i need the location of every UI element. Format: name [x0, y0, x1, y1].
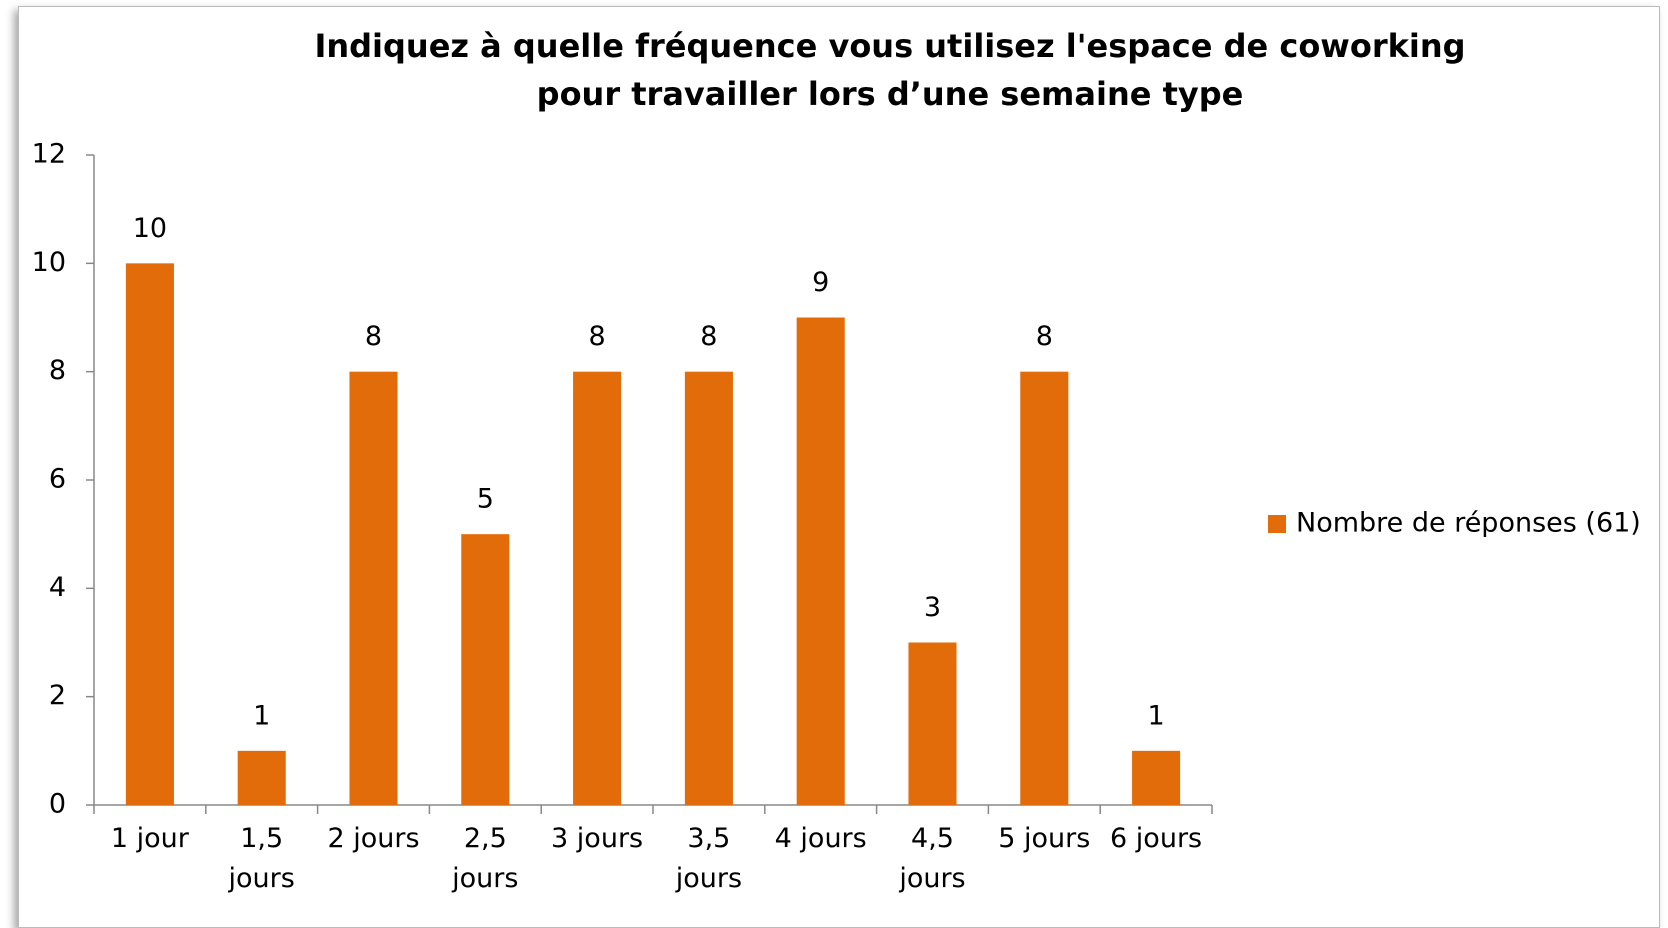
- data-label: 1: [1148, 700, 1165, 731]
- bar: [349, 371, 398, 805]
- x-tick-label: 6 jours: [1110, 823, 1203, 854]
- y-tick-label: 4: [49, 572, 66, 603]
- x-tick-label: 3,5 jours: [675, 823, 743, 894]
- bar: [684, 371, 733, 805]
- bar: [573, 371, 622, 805]
- data-label: 3: [924, 592, 941, 623]
- data-label: 8: [589, 321, 606, 352]
- legend-label: Nombre de réponses (61): [1296, 508, 1641, 539]
- y-tick-label: 6: [49, 464, 66, 495]
- bar: [125, 263, 174, 805]
- data-label: 1: [253, 700, 270, 731]
- data-label: 8: [1036, 321, 1053, 352]
- x-tick-label: 4 jours: [774, 823, 867, 854]
- bar: [461, 534, 510, 805]
- bar: [237, 750, 286, 805]
- x-tick-label: 1 jour: [110, 823, 189, 854]
- legend-swatch: [1268, 515, 1286, 533]
- data-label: 8: [700, 321, 717, 352]
- x-tick-label: 5 jours: [998, 823, 1091, 854]
- data-label: 9: [812, 267, 829, 298]
- bar: [1020, 371, 1069, 805]
- data-label: 5: [477, 484, 494, 515]
- y-tick-label: 0: [49, 789, 66, 820]
- bar: [908, 642, 957, 805]
- bar: [1132, 750, 1181, 805]
- y-tick-label: 12: [32, 139, 66, 170]
- x-tick-label: 4,5 jours: [899, 823, 966, 894]
- x-tick-label: 2 jours: [327, 823, 420, 854]
- x-tick-label: 1,5 jours: [228, 823, 295, 894]
- x-tick-label: 3 jours: [551, 823, 644, 854]
- data-label: 8: [365, 321, 382, 352]
- x-tick-label: 2,5 jours: [452, 823, 519, 894]
- y-tick-label: 10: [32, 247, 66, 278]
- bar: [796, 317, 845, 805]
- data-label: 10: [133, 213, 167, 244]
- y-tick-label: 8: [49, 355, 66, 386]
- y-tick-label: 2: [49, 680, 66, 711]
- chart-title: Indiquez à quelle fréquence vous utilise…: [314, 27, 1466, 113]
